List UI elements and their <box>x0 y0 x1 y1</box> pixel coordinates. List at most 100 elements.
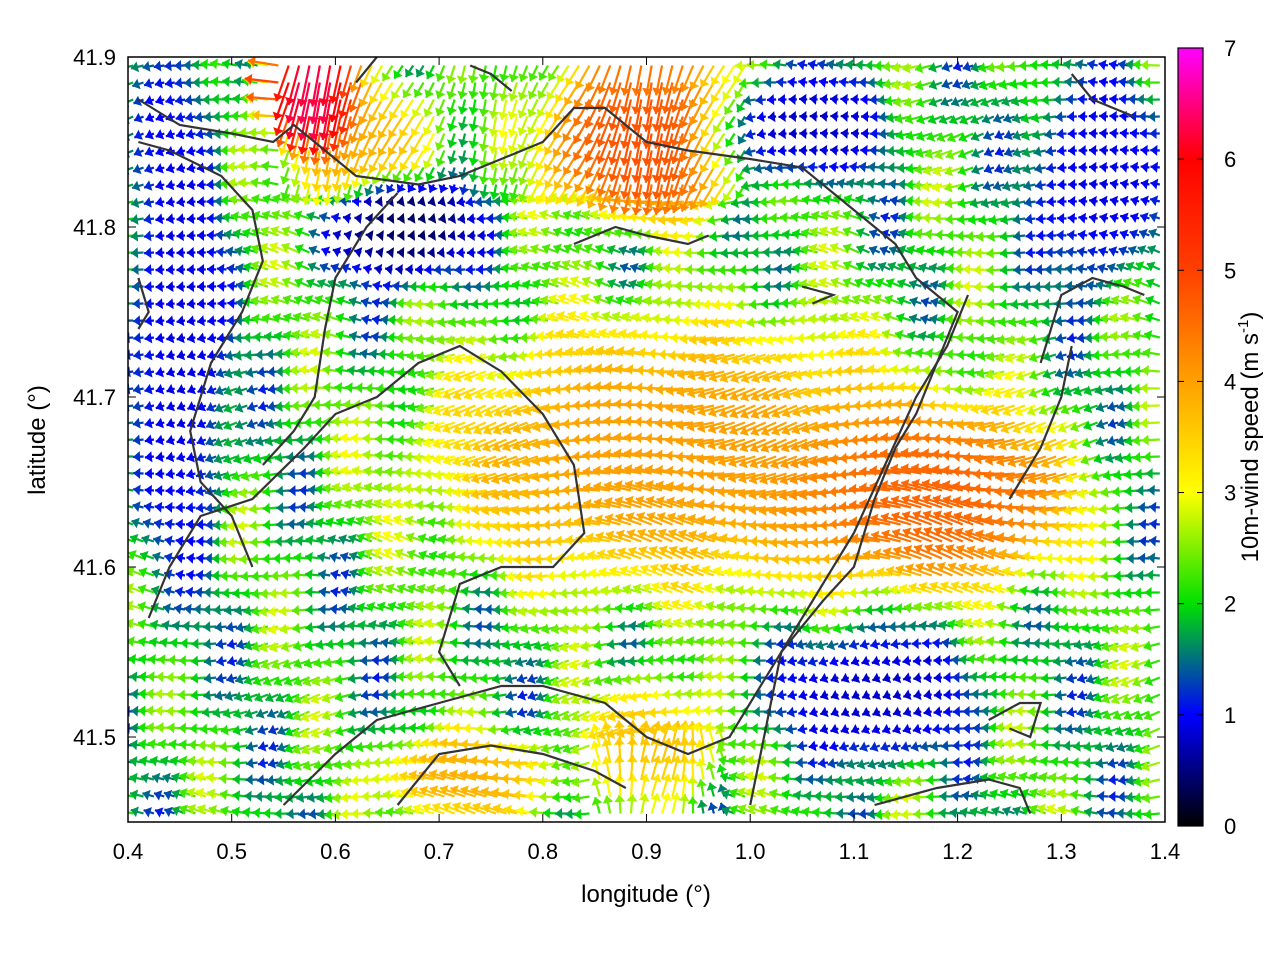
wind-arrow <box>268 724 279 735</box>
wind-arrow <box>850 93 860 105</box>
wind-arrow <box>1057 196 1067 208</box>
wind-arrow <box>234 419 248 430</box>
wind-arrow <box>1140 417 1160 429</box>
wind-arrow <box>292 727 310 739</box>
wind-arrow <box>275 692 290 703</box>
wind-arrow <box>143 196 155 208</box>
wind-arrow <box>902 706 912 718</box>
wind-arrow <box>957 165 974 176</box>
wind-arrow <box>217 315 227 327</box>
wind-arrow <box>142 518 155 529</box>
wind-arrow <box>952 706 963 718</box>
wind-arrow <box>488 116 500 137</box>
wind-arrow <box>132 484 144 496</box>
wind-arrow <box>257 418 269 429</box>
wind-arrow <box>1063 385 1078 397</box>
wind-arrow <box>422 802 445 815</box>
wind-arrow <box>129 772 144 784</box>
wind-arrow <box>165 179 175 191</box>
wind-arrow <box>361 314 372 326</box>
colorbar-tick-label: 7 <box>1224 36 1236 61</box>
wind-arrow <box>386 212 395 224</box>
wind-arrow <box>836 178 849 189</box>
wind-arrow <box>745 128 756 140</box>
wind-arrow <box>428 769 455 781</box>
wind-arrow <box>932 637 943 649</box>
wind-arrow <box>195 128 206 140</box>
wind-arrow <box>932 723 943 735</box>
colorbar-label-sup: -1 <box>1235 320 1252 333</box>
wind-arrow <box>327 534 341 546</box>
wind-arrow <box>808 76 818 88</box>
wind-arrow <box>165 468 175 480</box>
wind-arrow <box>1065 723 1077 735</box>
wind-arrow <box>920 314 932 325</box>
wind-arrow <box>186 213 196 225</box>
wind-arrow <box>276 758 290 770</box>
wind-arrow <box>197 332 207 344</box>
wind-arrow <box>868 211 881 223</box>
wind-arrow <box>334 691 352 703</box>
wind-arrow <box>186 401 197 412</box>
wind-arrow <box>1148 535 1160 547</box>
wind-arrow <box>1149 195 1161 207</box>
wind-arrow <box>318 569 331 581</box>
wind-arrow <box>1144 312 1161 324</box>
wind-arrow <box>308 228 321 239</box>
wind-arrow <box>807 59 818 71</box>
wind-arrow <box>819 110 829 122</box>
wind-arrow <box>952 723 963 735</box>
wind-arrow <box>280 167 291 185</box>
wind-arrow <box>721 806 736 817</box>
wind-arrow <box>980 197 995 209</box>
wind-arrow <box>992 113 1005 124</box>
wind-arrow <box>846 177 860 189</box>
wind-arrow <box>276 708 290 719</box>
wind-arrow <box>830 110 839 122</box>
wind-arrow <box>155 264 165 276</box>
wind-arrow <box>174 94 186 106</box>
wind-arrow <box>417 195 426 207</box>
wind-arrow <box>1088 127 1098 139</box>
wind-arrow <box>526 116 539 136</box>
wind-arrow <box>823 807 839 819</box>
wind-arrow <box>526 133 539 153</box>
wind-arrow <box>559 676 580 688</box>
wind-arrow <box>722 183 736 202</box>
wind-arrow <box>1078 110 1088 122</box>
wind-arrow <box>196 315 206 327</box>
wind-arrow <box>144 434 155 446</box>
wind-arrow <box>1034 264 1046 276</box>
wind-arrow <box>1012 281 1026 293</box>
wind-arrow <box>767 111 777 123</box>
wind-arrow <box>508 167 519 186</box>
wind-arrow <box>305 586 320 598</box>
wind-arrow <box>133 129 145 140</box>
wind-arrow <box>1143 77 1160 89</box>
wind-arrow <box>176 162 186 174</box>
wind-arrow <box>232 773 248 785</box>
wind-arrow <box>129 756 144 767</box>
wind-arrow <box>507 82 519 102</box>
wind-arrow <box>911 638 922 650</box>
wind-arrow <box>186 468 196 480</box>
wind-arrow <box>128 183 134 192</box>
wind-arrow <box>952 78 964 89</box>
wind-arrow <box>840 706 850 717</box>
wind-arrow <box>777 94 787 106</box>
wind-arrow <box>234 385 248 396</box>
wind-arrow <box>1113 553 1129 565</box>
wind-arrow <box>1088 144 1098 156</box>
wind-arrow <box>435 99 446 117</box>
wind-arrow <box>386 247 394 259</box>
wind-arrow <box>1138 518 1150 530</box>
wind-arrow <box>186 281 196 293</box>
wind-arrow <box>382 756 403 768</box>
wind-arrow <box>452 801 476 815</box>
wind-arrow <box>839 161 849 173</box>
wind-arrow <box>213 453 227 464</box>
wind-arrow <box>407 246 415 258</box>
wind-arrow <box>432 802 456 815</box>
wind-arrow <box>175 468 186 480</box>
